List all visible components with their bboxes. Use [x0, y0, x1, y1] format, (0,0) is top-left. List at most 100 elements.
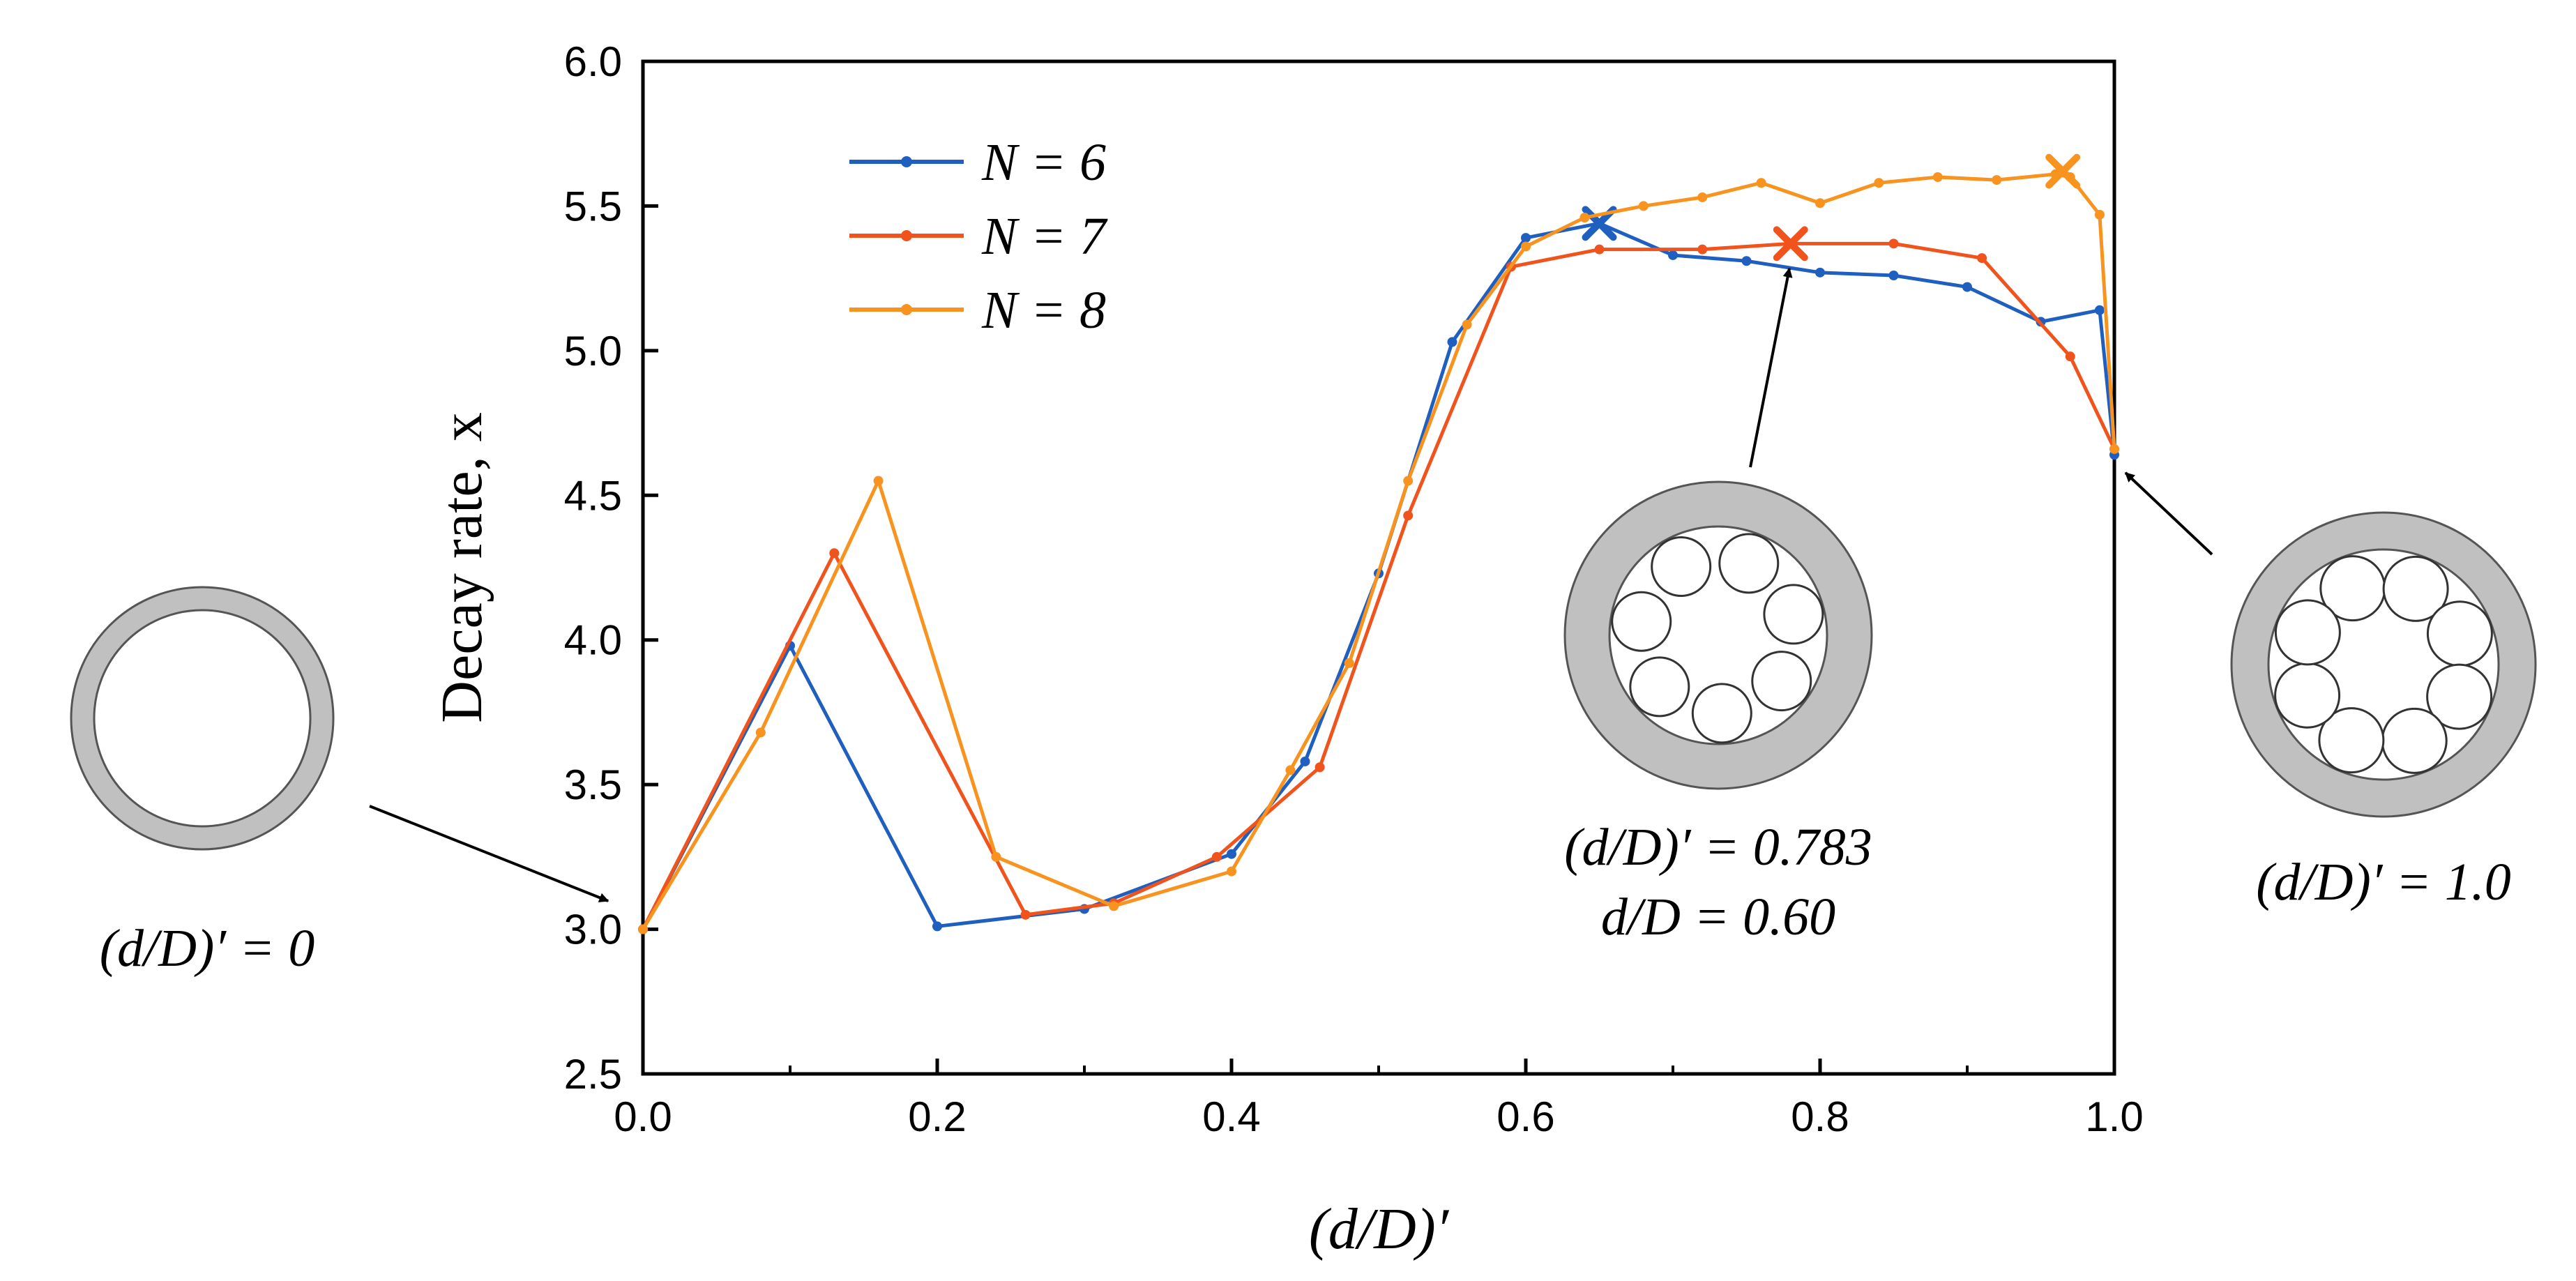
cylinder	[1718, 533, 1780, 594]
y-axis: 2.5 3.0 3.5 4.0 4.5 5.0 5.5 6.0	[564, 38, 658, 1098]
legend-label-n8: N = 8	[981, 281, 1106, 340]
data-point	[1020, 909, 1031, 920]
data-point	[1447, 337, 1457, 347]
cylinder	[1763, 584, 1824, 645]
series-n8	[638, 153, 2119, 934]
data-point	[1962, 282, 1972, 292]
legend-label-n6: N = 6	[981, 133, 1106, 192]
legend-entry-n6: N = 6	[849, 133, 1106, 192]
cylinder	[2382, 555, 2449, 622]
series-line	[641, 241, 2116, 930]
data-point	[1888, 238, 1899, 249]
data-point	[1227, 866, 1236, 877]
annotation-right-label: (d/D)′ = 1.0	[2256, 853, 2511, 911]
y-tick-label: 6.0	[564, 38, 622, 85]
ring-inset-mid-cylinders	[1611, 533, 1824, 744]
data-point	[638, 924, 648, 934]
data-point	[1668, 250, 1678, 260]
annotation-middle-label-1: (d/D)′ = 0.783	[1564, 818, 1872, 877]
cylinder	[2318, 707, 2385, 774]
legend-entry-n7: N = 7	[849, 207, 1108, 266]
data-point	[1227, 849, 1236, 859]
data-point	[2065, 351, 2075, 362]
data-point	[932, 921, 942, 932]
series-line	[641, 172, 2116, 930]
data-point	[1638, 201, 1649, 211]
annotation-left-label: (d/D)′ = 0	[100, 919, 315, 978]
legend: N = 6 N = 7 N = 8	[849, 133, 1108, 340]
x-tick-label: 0.2	[908, 1093, 966, 1140]
x-axis: 0.0 0.2 0.4 0.6 0.8 1.0	[614, 1059, 2144, 1140]
x-tick-label: 0.8	[1791, 1093, 1849, 1140]
y-tick-label: 3.0	[564, 907, 622, 953]
data-point	[1521, 233, 1531, 243]
data-point	[1211, 851, 1222, 862]
data-point	[1977, 253, 1987, 264]
annotation-middle-label-2: d/D = 0.60	[1601, 888, 1835, 946]
cylinder	[1651, 536, 1712, 598]
series-layer	[638, 153, 2119, 934]
data-point	[1697, 192, 1708, 202]
y-tick-label: 4.5	[564, 472, 622, 519]
data-point	[873, 476, 884, 486]
data-point	[755, 727, 766, 738]
arrow-left	[369, 805, 609, 902]
data-point	[1109, 901, 1119, 911]
max-marker	[2045, 153, 2081, 189]
data-point	[1300, 756, 1310, 766]
ring-inset-full	[2230, 511, 2537, 818]
max-marker	[1773, 226, 1808, 261]
cylinder	[1611, 591, 1672, 652]
data-point	[1932, 172, 1943, 182]
data-point	[1285, 765, 1296, 775]
y-tick-label: 2.5	[564, 1051, 622, 1098]
y-tick-label: 4.0	[564, 617, 622, 664]
x-tick-label: 1.0	[2085, 1093, 2143, 1140]
data-point	[1815, 198, 1825, 209]
data-point	[1756, 178, 1766, 188]
data-point	[1697, 244, 1708, 255]
data-point	[1992, 175, 2002, 185]
cylinder	[1629, 656, 1690, 718]
data-point	[1314, 762, 1325, 773]
data-point	[1403, 510, 1414, 521]
data-point	[2094, 209, 2105, 220]
ring-inset-full-cylinders	[2274, 555, 2493, 774]
data-point	[1579, 213, 1590, 223]
cylinder	[2274, 599, 2341, 666]
cylinder	[1751, 651, 1812, 712]
data-point	[1344, 658, 1354, 668]
cylinder	[2274, 662, 2341, 729]
ring-inset-empty	[70, 586, 335, 851]
y-tick-label: 3.5	[564, 761, 622, 808]
legend-label-n7: N = 7	[981, 207, 1108, 266]
data-point	[1462, 319, 1472, 330]
ring-inset-mid	[1563, 480, 1873, 790]
cylinder	[1691, 683, 1752, 744]
data-point	[1741, 256, 1752, 266]
data-point	[2109, 444, 2119, 454]
x-tick-label: 0.0	[614, 1093, 672, 1140]
data-point	[1403, 476, 1414, 486]
legend-entry-n8: N = 8	[849, 281, 1106, 340]
data-point	[1874, 178, 1884, 188]
data-point	[1594, 244, 1605, 255]
data-point	[829, 548, 840, 559]
cylinder	[2381, 707, 2448, 774]
data-point	[991, 851, 1001, 862]
data-point	[1815, 267, 1825, 278]
arrow-right	[2124, 471, 2213, 556]
y-axis-title: Decay rate, x	[430, 412, 494, 722]
series-n7	[638, 226, 2119, 934]
x-tick-label: 0.4	[1202, 1093, 1260, 1140]
cylinder	[2426, 600, 2493, 667]
arrow-middle	[1749, 267, 1793, 468]
y-tick-label: 5.0	[564, 328, 622, 374]
data-point	[2094, 305, 2105, 315]
x-axis-title: (d/D)′	[1309, 1197, 1450, 1261]
data-point	[1521, 241, 1531, 252]
cylinder	[2426, 663, 2493, 730]
data-point	[1888, 270, 1899, 280]
x-tick-label: 0.6	[1497, 1093, 1554, 1140]
